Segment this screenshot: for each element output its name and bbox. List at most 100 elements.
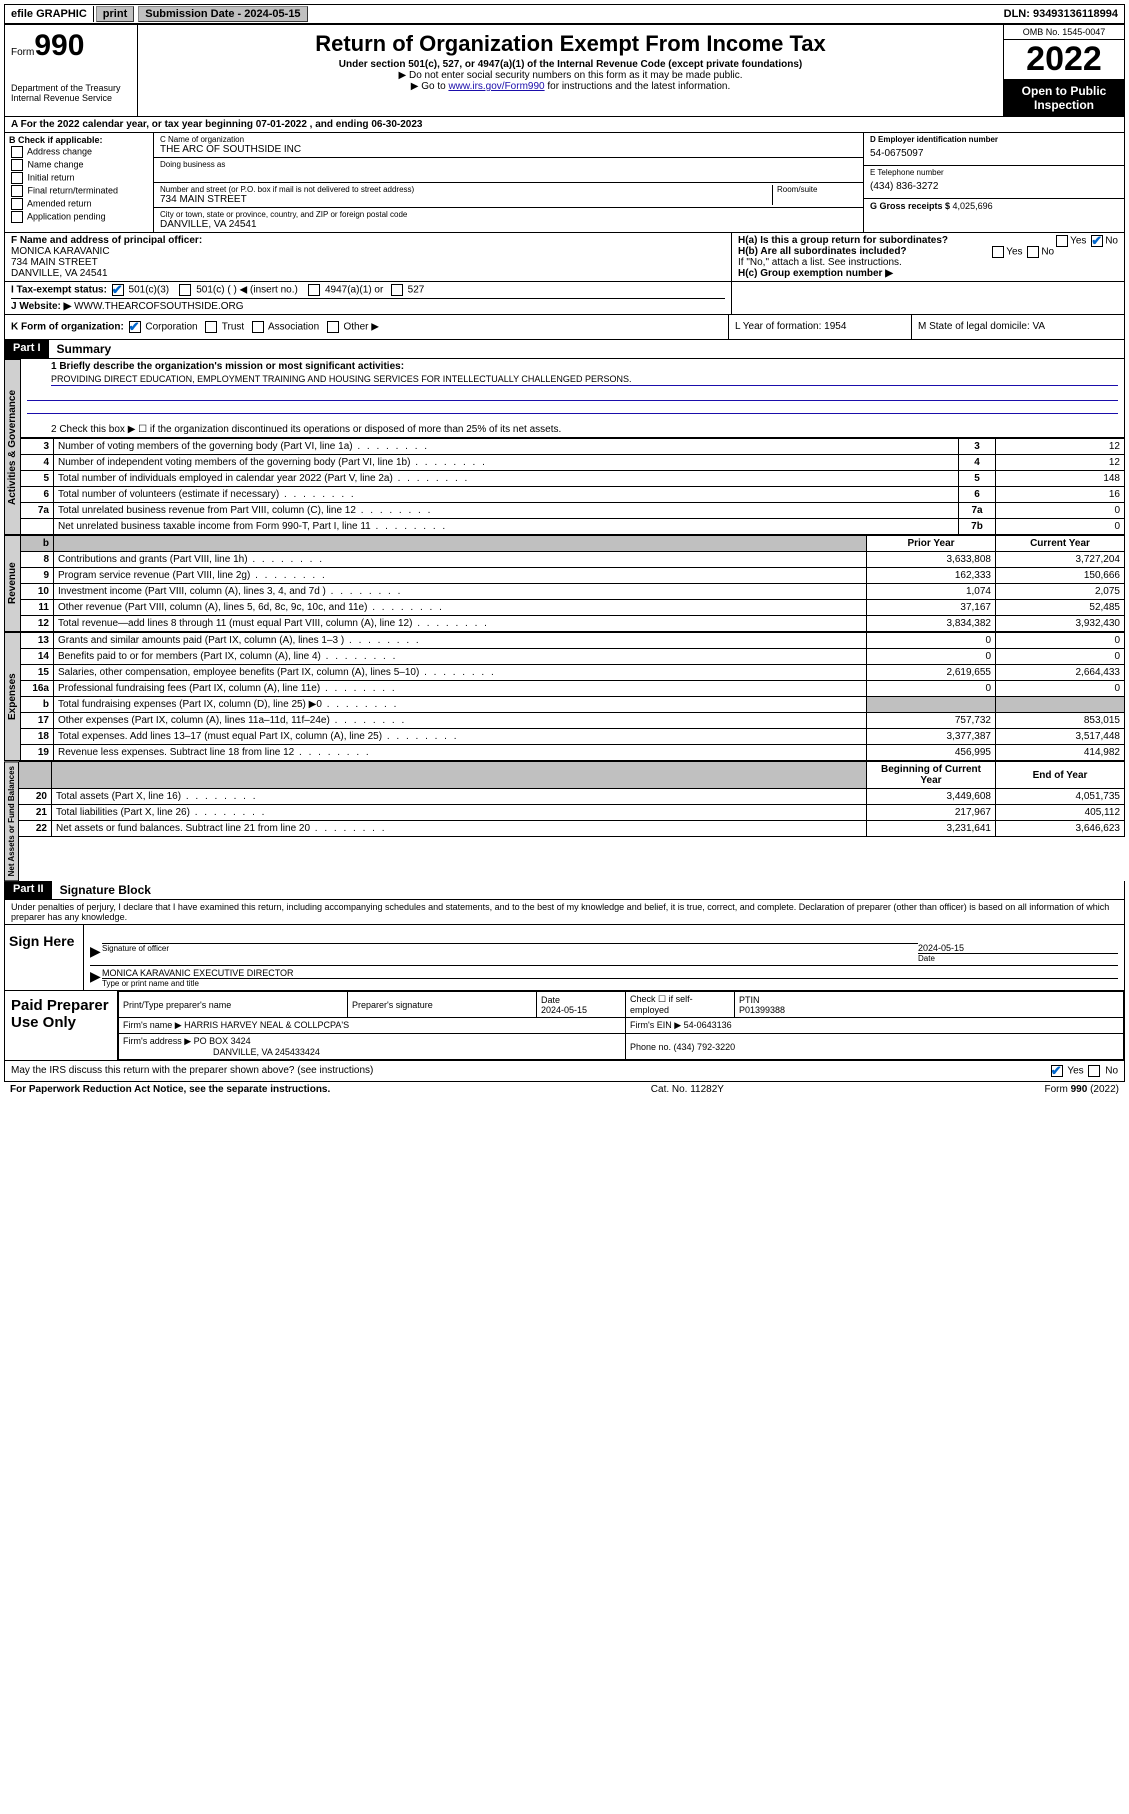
prep-date-cell: Date2024-05-15 [537,992,626,1018]
city-state-zip: DANVILLE, VA 24541 [160,219,857,230]
form-ref: Form 990 (2022) [1045,1084,1119,1095]
firm-ein-cell: Firm's EIN ▶ 54-0643136 [626,1018,1124,1034]
hb-yes[interactable] [992,246,1004,258]
omb-number: OMB No. 1545-0047 [1004,25,1124,40]
ein-label: D Employer identification number [870,135,1118,144]
box-f: F Name and address of principal officer:… [5,233,731,281]
chk-527[interactable] [391,284,403,296]
table-row: 11Other revenue (Part VIII, column (A), … [21,600,1125,616]
chk-501c3[interactable] [112,284,124,296]
goto-post: for instructions and the latest informat… [545,81,731,92]
current-year-hdr: Current Year [996,536,1125,552]
sig-arrow2: ▶ [90,968,102,988]
box-c: C Name of organization THE ARC OF SOUTHS… [154,133,863,232]
firm-name-cell: Firm's name ▶ HARRIS HARVEY NEAL & COLLP… [119,1018,626,1034]
table-row: 6Total number of volunteers (estimate if… [21,487,1125,503]
chk-trust[interactable] [205,321,217,333]
chk-initial-return[interactable]: Initial return [9,172,149,184]
table-row: 15Salaries, other compensation, employee… [21,665,1125,681]
line1-label: 1 Briefly describe the organization's mi… [21,359,1124,374]
chk-assoc[interactable] [252,321,264,333]
cat-no: Cat. No. 11282Y [651,1084,724,1095]
ha-label: H(a) Is this a group return for subordin… [738,235,948,246]
hb-row: H(b) Are all subordinates included? Yes … [738,246,1118,257]
firm-addr-cell: Firm's address ▶ PO BOX 3424 DANVILLE, V… [119,1034,626,1060]
chk-address-change[interactable]: Address change [9,146,149,158]
row-m: M State of legal domicile: VA [911,315,1124,339]
irs-link[interactable]: www.irs.gov/Form990 [448,81,544,92]
chk-corp[interactable] [129,321,141,333]
page-footer: For Paperwork Reduction Act Notice, see … [4,1082,1125,1097]
row-k: K Form of organization: Corporation Trus… [5,315,728,339]
net-header-row: Beginning of Current Year End of Year [19,762,1125,789]
header-right: OMB No. 1545-0047 2022 Open to Public In… [1003,25,1124,116]
box-h: H(a) Is this a group return for subordin… [731,233,1124,281]
table-row: 4Number of independent voting members of… [21,455,1125,471]
ha-yes[interactable] [1056,235,1068,247]
prep-sig-cell: Preparer's signature [348,992,537,1018]
org-name-cell: C Name of organization THE ARC OF SOUTHS… [154,133,863,158]
row-i: I Tax-exempt status: 501(c)(3) 501(c) ( … [11,284,725,296]
print-button[interactable]: print [96,6,134,22]
row-j: J Website: ▶ WWW.THEARCOFSOUTHSIDE.ORG [11,298,725,312]
boy-hdr: Beginning of Current Year [867,762,996,789]
section-fh: F Name and address of principal officer:… [4,233,1125,282]
part1-revenue: Revenue b Prior Year Current Year 8Contr… [4,535,1125,632]
website-value: WWW.THEARCOFSOUTHSIDE.ORG [74,301,243,312]
chk-final-return[interactable]: Final return/terminated [9,185,149,197]
exempt-status-label: I Tax-exempt status: [11,285,107,296]
ssn-note: ▶ Do not enter social security numbers o… [142,70,999,81]
chk-name-change[interactable]: Name change [9,159,149,171]
table-row: 5Total number of individuals employed in… [21,471,1125,487]
line2-text: 2 Check this box ▶ ☐ if the organization… [21,422,1124,437]
chk-501c[interactable] [179,284,191,296]
prep-name-cell: Print/Type preparer's name [119,992,348,1018]
room-label: Room/suite [777,185,857,194]
city-label: City or town, state or province, country… [160,210,857,219]
ha-row: H(a) Is this a group return for subordin… [738,235,1118,246]
gross-label: G Gross receipts $ [870,201,953,211]
paid-preparer: Paid Preparer Use Only Print/Type prepar… [4,991,1125,1061]
vtab-expenses: Expenses [4,632,21,761]
table-row: bTotal fundraising expenses (Part IX, co… [21,697,1125,713]
preparer-table: Print/Type preparer's name Preparer's si… [118,991,1124,1060]
table-row: 17Other expenses (Part IX, column (A), l… [21,713,1125,729]
dba-cell: Doing business as [154,158,863,183]
ha-no[interactable] [1091,235,1103,247]
hb-label: H(b) Are all subordinates included? [738,246,907,257]
goto-pre: ▶ Go to [411,81,449,92]
hc-label: H(c) Group exemption number ▶ [738,268,1118,279]
prior-year-hdr: Prior Year [867,536,996,552]
perjury-declaration: Under penalties of perjury, I declare th… [5,900,1124,924]
signature-section: Under penalties of perjury, I declare th… [4,900,1125,991]
addr-label: Number and street (or P.O. box if mail i… [160,185,772,194]
ein-value: 54-0675097 [870,144,1118,163]
table-row: 12Total revenue—add lines 8 through 11 (… [21,616,1125,632]
chk-amended[interactable]: Amended return [9,198,149,210]
table-row: 20Total assets (Part X, line 16)3,449,60… [19,789,1125,805]
vtab-revenue: Revenue [4,535,21,632]
hb-no[interactable] [1027,246,1039,258]
header-middle: Return of Organization Exempt From Incom… [138,25,1003,116]
netassets-table: Beginning of Current Year End of Year 20… [19,761,1125,837]
irs-label: Internal Revenue Service [11,93,131,103]
table-row: 7aTotal unrelated business revenue from … [21,503,1125,519]
discuss-row: May the IRS discuss this return with the… [4,1061,1125,1082]
discuss-no[interactable] [1088,1065,1100,1077]
expenses-table: 13Grants and similar amounts paid (Part … [21,632,1125,761]
eoy-hdr: End of Year [996,762,1125,789]
prep-selfemp-cell: Check ☐ if self-employed [626,992,735,1018]
chk-4947[interactable] [308,284,320,296]
table-row: 21Total liabilities (Part X, line 26)217… [19,805,1125,821]
table-row: Net unrelated business taxable income fr… [21,519,1125,535]
chk-app-pending[interactable]: Application pending [9,211,149,223]
discuss-yes[interactable] [1051,1065,1063,1077]
efile-label: efile GRAPHIC [5,6,94,22]
street-address: 734 MAIN STREET [160,194,772,205]
firm-phone: (434) 792-3220 [674,1042,736,1052]
paid-preparer-label: Paid Preparer Use Only [5,991,118,1060]
table-row: 10Investment income (Part VIII, column (… [21,584,1125,600]
form-prefix: Form [11,47,34,58]
org-name: THE ARC OF SOUTHSIDE INC [160,144,857,155]
chk-other[interactable] [327,321,339,333]
